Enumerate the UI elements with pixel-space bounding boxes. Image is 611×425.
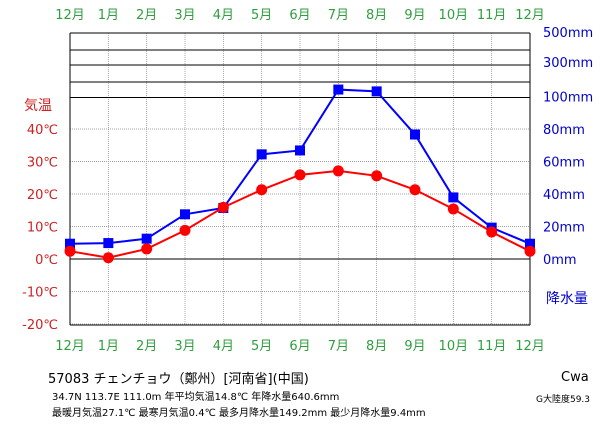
month-label-bottom: 12月 (515, 339, 545, 354)
temperature-point (102, 252, 114, 264)
precipitation-line (69, 88, 531, 245)
precipitation-point (180, 209, 190, 220)
precipitation-point (295, 145, 305, 156)
temperature-point (179, 224, 191, 236)
station-stats-line-1: 34.7N 113.7E 111.0m 年平均気温14.8℃ 年降水量640.6… (52, 392, 340, 403)
precipitation-point (333, 84, 344, 95)
month-label-bottom: 9月 (404, 339, 425, 354)
precipitation-point (448, 192, 459, 203)
month-label-top: 1月 (98, 8, 119, 23)
temperature-axis-title: 気温 (24, 98, 52, 114)
temperature-tick-label: 0℃ (35, 253, 58, 268)
station-title: 57083 チェンチョウ（鄭州）[河南省](中国) (48, 372, 309, 387)
month-label-top: 5月 (251, 8, 272, 23)
temperature-series (64, 165, 536, 264)
month-label-top: 12月 (55, 8, 85, 23)
precipitation-tick-label: 300mm (543, 56, 593, 71)
month-label-bottom: 12月 (55, 339, 85, 354)
month-label-top: 9月 (404, 8, 425, 23)
temperature-point (371, 170, 383, 182)
month-label-bottom: 4月 (213, 339, 234, 354)
precipitation-tick-label: 80mm (543, 123, 585, 138)
chart-grid (70, 32, 530, 325)
chart-labels: 12月 12月 1月 1月 2月 2月 3月 3月 4月 4月 5月 5月 6月 6月 7月 7月 8月 8月 9月… (22, 8, 593, 354)
temperature-tick-label: -20℃ (22, 318, 58, 333)
temperature-point (524, 245, 536, 257)
precipitation-point (103, 238, 114, 249)
month-label-top: 8月 (366, 8, 387, 23)
precipitation-tick-label: 40mm (543, 188, 585, 203)
temperature-point (64, 245, 76, 257)
temperature-tick-label: -10℃ (22, 286, 58, 301)
month-label-bottom: 3月 (174, 339, 195, 354)
month-label-bottom: 7月 (328, 339, 349, 354)
temperature-point (332, 165, 344, 177)
continentality-index: G大陸度59.3 (536, 395, 591, 405)
precipitation-point (410, 129, 420, 140)
month-label-bottom: 6月 (289, 339, 310, 354)
precipitation-point (65, 238, 75, 249)
temperature-point (486, 226, 498, 238)
station-stats-line-2: 最暖月気温27.1℃ 最寒月気温0.4℃ 最多月降水量149.2mm 最少月降水… (52, 408, 426, 419)
month-label-bottom: 11月 (477, 339, 507, 354)
month-label-bottom: 2月 (136, 339, 157, 354)
temperature-point (294, 169, 306, 181)
precipitation-tick-label: 500mm (543, 26, 593, 41)
month-label-bottom: 8月 (366, 339, 387, 354)
month-label-top: 2月 (136, 8, 157, 23)
month-label-top: 7月 (328, 8, 349, 23)
temperature-tick-label: 10℃ (27, 221, 58, 236)
temperature-tick-label: 40℃ (27, 123, 58, 138)
precipitation-point (371, 86, 382, 97)
month-label-top: 3月 (174, 8, 195, 23)
precipitation-tick-label: 20mm (543, 221, 585, 236)
month-label-bottom: 5月 (251, 339, 272, 354)
precipitation-axis-title: 降水量 (546, 291, 588, 307)
temperature-point (141, 243, 153, 255)
chart-axes (69, 33, 531, 326)
precipitation-tick-label: 0mm (543, 253, 577, 268)
month-label-top: 10月 (439, 8, 469, 23)
temperature-point (447, 203, 459, 215)
precipitation-point (141, 233, 152, 244)
month-label-top: 4月 (213, 8, 234, 23)
precipitation-point (525, 238, 535, 249)
month-label-top: 12月 (515, 8, 545, 23)
month-label-top: 11月 (477, 8, 507, 23)
month-label-bottom: 10月 (439, 339, 469, 354)
climate-classification: Cwa (561, 370, 589, 385)
temperature-tick-label: 30℃ (27, 156, 58, 171)
precipitation-point (256, 149, 267, 160)
precipitation-tick-label: 60mm (543, 156, 585, 171)
month-label-top: 6月 (289, 8, 310, 23)
precipitation-tick-label: 100mm (543, 91, 593, 106)
temperature-point (409, 184, 421, 196)
temperature-point (256, 184, 268, 196)
month-label-bottom: 1月 (98, 339, 119, 354)
temperature-tick-label: 20℃ (27, 188, 58, 203)
temperature-point (217, 201, 229, 213)
